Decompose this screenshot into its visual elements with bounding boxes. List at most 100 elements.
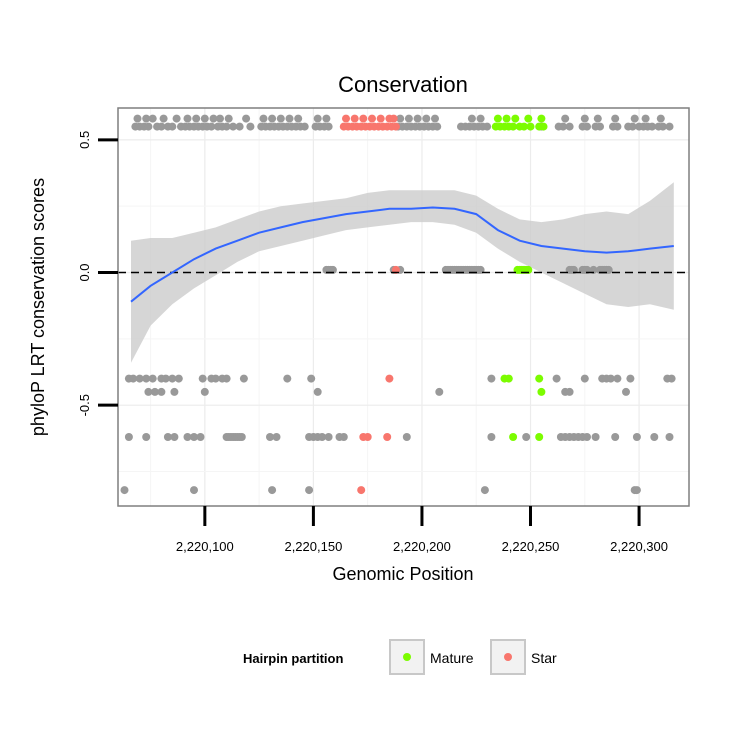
point-other [583, 122, 591, 131]
point-star [385, 374, 394, 383]
point-other [259, 114, 268, 123]
point-other [207, 122, 216, 131]
point-other [300, 122, 309, 131]
point-mature [509, 433, 518, 441]
point-other [324, 122, 333, 131]
point-other [476, 114, 485, 123]
point-other [124, 433, 133, 441]
point-other [183, 433, 192, 441]
point-other [200, 387, 209, 396]
data-points [120, 114, 676, 495]
x-tick-label: 2,220,100 [176, 539, 234, 554]
point-other [667, 374, 676, 383]
point-other [611, 114, 620, 123]
point-other [632, 486, 641, 495]
point-other [632, 433, 641, 441]
confidence-band [131, 182, 674, 363]
point-mature [535, 433, 544, 441]
point-other [170, 433, 179, 441]
point-other [198, 374, 207, 383]
point-other [630, 114, 639, 123]
point-mature [535, 374, 544, 383]
point-other [656, 114, 665, 123]
point-other [593, 114, 602, 123]
point-other [266, 433, 274, 441]
point-other [242, 114, 251, 123]
y-tick-label: 0.0 [77, 263, 92, 281]
point-mature [539, 122, 548, 131]
legend-label-mature: Mature [430, 650, 474, 666]
point-other [294, 114, 303, 123]
point-other [170, 387, 179, 396]
point-other [324, 433, 333, 441]
point-other [120, 486, 129, 495]
point-other [641, 114, 650, 123]
point-other [148, 114, 157, 123]
point-other [142, 114, 151, 123]
point-other [142, 433, 151, 441]
point-other [211, 374, 220, 383]
point-star [350, 114, 359, 123]
x-tick-label: 2,220,200 [393, 539, 451, 554]
x-tick-label: 2,220,250 [502, 539, 560, 554]
point-other [235, 122, 244, 131]
point-star [383, 433, 392, 441]
point-other [522, 433, 531, 441]
y-axis-ticks: -0.5 0.0 0.5 [77, 131, 118, 416]
point-other [224, 114, 233, 123]
point-other [307, 374, 316, 383]
point-other [276, 114, 285, 123]
point-mature [493, 114, 502, 123]
point-other [246, 122, 255, 131]
point-star [359, 114, 368, 123]
point-other [209, 114, 218, 123]
point-other [665, 433, 674, 441]
point-other [148, 374, 157, 383]
point-mature [504, 374, 513, 383]
point-other [174, 374, 183, 383]
point-other [229, 122, 238, 131]
point-other [322, 114, 331, 123]
point-other [480, 486, 489, 495]
point-other [583, 433, 591, 441]
point-other [272, 433, 281, 441]
point-other [285, 114, 294, 123]
point-other [150, 387, 159, 396]
point-other [552, 374, 561, 383]
legend: Hairpin partition Mature Star [243, 639, 557, 675]
point-other [239, 374, 248, 383]
point-other [648, 122, 657, 131]
x-axis-ticks: 2,220,100 2,220,150 2,220,200 2,220,250 2,22… [176, 506, 668, 554]
point-other [613, 374, 622, 383]
point-mature [511, 114, 520, 123]
point-other [135, 374, 144, 383]
smooth-trend-line [130, 206, 674, 303]
point-other [200, 114, 209, 123]
point-other [190, 433, 198, 441]
point-other [216, 114, 224, 123]
point-other [159, 114, 168, 123]
point-star [357, 486, 366, 495]
point-other [413, 114, 422, 123]
point-star [389, 114, 398, 123]
point-star [342, 114, 350, 123]
point-other [613, 122, 622, 131]
point-other [565, 122, 574, 131]
point-other [565, 387, 574, 396]
point-other [305, 486, 314, 495]
point-other [190, 486, 198, 495]
point-mature [502, 114, 511, 123]
smooth-line-path [130, 206, 674, 303]
legend-dot-star [504, 653, 512, 661]
point-mature [524, 114, 533, 123]
point-other [404, 114, 413, 123]
point-other [483, 122, 492, 131]
y-axis-title: phyloP LRT conservation scores [28, 178, 48, 436]
point-other [142, 374, 151, 383]
chart-title: Conservation [338, 72, 468, 97]
point-star [363, 433, 372, 441]
point-mature [526, 122, 535, 131]
point-other [144, 387, 153, 396]
point-other [622, 387, 630, 396]
